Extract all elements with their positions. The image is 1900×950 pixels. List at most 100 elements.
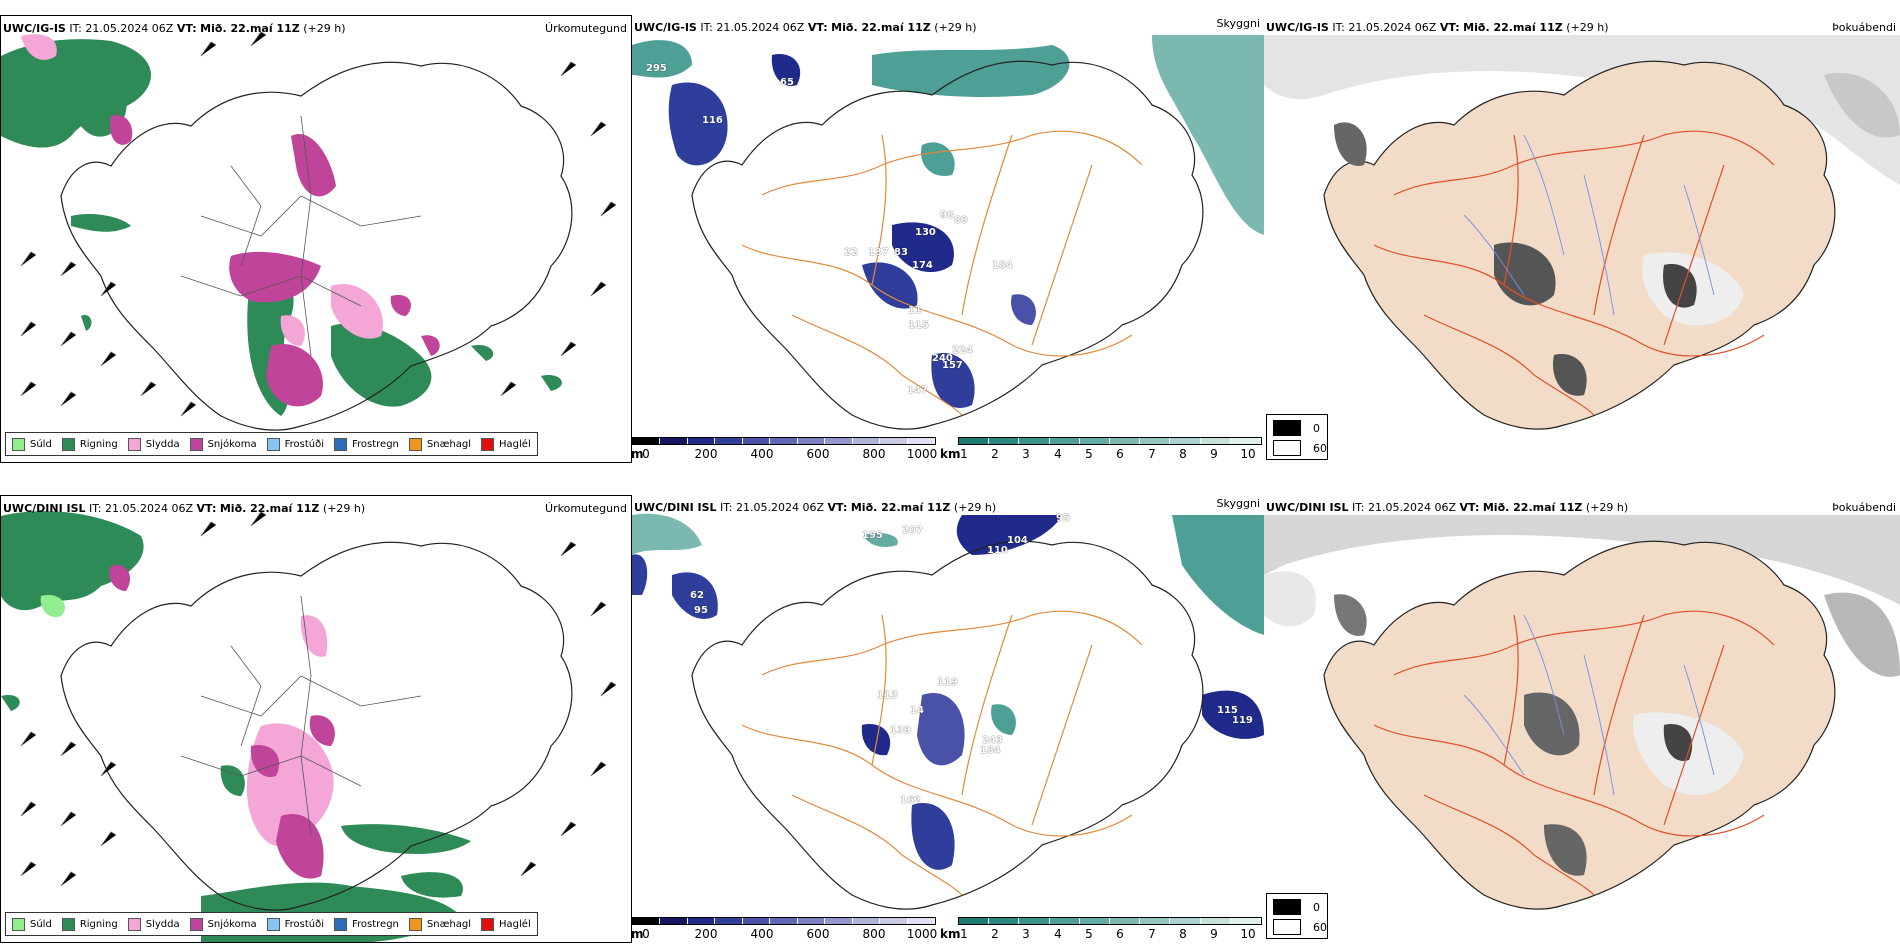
- ceiling-label: 22: [844, 247, 858, 258]
- panel-type-label: Skyggni: [1216, 497, 1260, 510]
- ceiling-label: 162: [900, 795, 921, 806]
- panel-title: UWC/DINI ISL IT: 21.05.2024 06Z VT: Mið.…: [3, 502, 366, 515]
- ceiling-label: 243: [982, 735, 1003, 746]
- visibility-colorbar-row1: km 1 2 3 4 5 6 7 8 9 10: [940, 437, 1262, 465]
- ceiling-label: 95: [694, 605, 708, 616]
- panel-type-label: Þokuábendi: [1832, 21, 1896, 34]
- ceiling-label: 174: [912, 260, 933, 271]
- ceiling-label: 113: [877, 690, 898, 701]
- precip-type-map: [1, 16, 631, 462]
- legend-item-snow: Snjókoma: [189, 917, 257, 931]
- legend-swatch: [12, 437, 25, 451]
- panel-type-label: Skyggni: [1216, 17, 1260, 30]
- panel-type-label: Úrkomutegund: [545, 22, 627, 35]
- legend-item-rain: Rigning: [61, 917, 118, 931]
- fog-index-panel-row1: UWC/IG-IS IT: 21.05.2024 06Z VT: Mið. 22…: [1264, 15, 1900, 435]
- fog-legend-item: 0: [1273, 420, 1320, 436]
- visibility-colorbar-row2: km 1 2 3 4 5 6 7 8 9 10: [940, 917, 1262, 945]
- ceiling-label: 95: [1056, 513, 1070, 524]
- fog-legend-item: 60: [1273, 919, 1327, 935]
- ceiling-label: 184: [980, 745, 1001, 756]
- colorbar-unit: km: [940, 927, 961, 941]
- precip-type-legend: Súld Rigning Slydda Snjókoma Frostúði Fr…: [5, 432, 538, 456]
- colorbar-unit: km: [940, 447, 961, 461]
- panel-title: UWC/IG-IS IT: 21.05.2024 06Z VT: Mið. 22…: [634, 21, 977, 34]
- legend-item-snow-pellets: Snæhagl: [408, 437, 471, 451]
- precip-type-map: [1, 511, 617, 942]
- legend-swatch: [334, 437, 347, 451]
- ceiling-label: 184: [992, 260, 1013, 271]
- legend-item-drizzle: Súld: [12, 917, 52, 931]
- legend-item-rain: Rigning: [61, 437, 118, 451]
- ceiling-label: 157: [942, 360, 963, 371]
- legend-item-snow-pellets: Snæhagl: [408, 917, 471, 931]
- panel-type-label: Úrkomutegund: [545, 502, 627, 515]
- legend-swatch: [127, 917, 141, 931]
- ceiling-label: 104: [1007, 535, 1028, 546]
- legend-swatch: [266, 437, 280, 451]
- precip-type-panel-row2: UWC/DINI ISL IT: 21.05.2024 06Z VT: Mið.…: [0, 495, 632, 943]
- legend-item-freezing-rain: Frostregn: [334, 437, 399, 451]
- ceiling-label: 130: [915, 227, 936, 238]
- ceiling-label: 110: [987, 545, 1008, 556]
- ceiling-label: 224: [952, 345, 973, 356]
- ceiling-label: 83: [894, 247, 908, 258]
- colorbar-strip: [632, 917, 936, 925]
- colorbar-strip: [958, 437, 1262, 445]
- ceiling-labels-row2: 195 207 95 104 110 62 95 119 113 14 139 243 184 162 11…: [632, 495, 1264, 915]
- fog-index-panel-row2: UWC/DINI ISL IT: 21.05.2024 06Z VT: Mið.…: [1264, 495, 1900, 915]
- ceiling-label: 14: [910, 705, 924, 716]
- legend-swatch: [189, 437, 203, 451]
- ceiling-label: 295: [646, 63, 667, 74]
- legend-item-sleet: Slydda: [127, 437, 180, 451]
- legend-swatch: [266, 917, 280, 931]
- legend-swatch: [481, 437, 495, 451]
- ceiling-label: 115: [908, 320, 929, 331]
- legend-item-hail: Haglél: [481, 437, 531, 451]
- fog-legend-row2: 0 60: [1266, 893, 1328, 939]
- ceiling-label: 119: [937, 677, 958, 688]
- ceiling-label: 62: [690, 590, 704, 601]
- panel-title: UWC/IG-IS IT: 21.05.2024 06Z VT: Mið. 22…: [3, 22, 346, 35]
- ceiling-label: 98: [940, 210, 954, 221]
- ceiling-label: 116: [702, 115, 723, 126]
- ceiling-label: 240: [932, 353, 953, 364]
- legend-swatch: [481, 917, 495, 931]
- visibility-panel-row1: UWC/IG-IS IT: 21.05.2024 06Z VT: Mið. 22…: [632, 15, 1264, 435]
- cloudbase-colorbar-row1: m 0 200 400 600 800 1000: [631, 437, 937, 465]
- legend-item-freezing-drizzle: Frostúði: [266, 437, 324, 451]
- ceiling-label: 195: [862, 530, 883, 541]
- colorbar-strip: [632, 437, 936, 445]
- legend-swatch: [12, 917, 25, 931]
- fog-legend-item: 0: [1273, 899, 1320, 915]
- ceiling-label: 207: [902, 525, 923, 536]
- ceiling-label: 147: [907, 385, 928, 396]
- fog-index-map: [1264, 35, 1900, 430]
- legend-swatch: [189, 917, 203, 931]
- ceiling-label: 139: [890, 725, 911, 736]
- ceiling-label: 65: [780, 77, 794, 88]
- legend-swatch: [127, 437, 141, 451]
- fog-legend-item: 60: [1273, 440, 1327, 456]
- precip-type-panel-row1: UWC/IG-IS IT: 21.05.2024 06Z VT: Mið. 22…: [0, 15, 632, 463]
- legend-swatch: [334, 917, 347, 931]
- ceiling-label: 89: [954, 215, 968, 226]
- legend-swatch: [408, 437, 422, 451]
- panel-title: UWC/DINI ISL IT: 21.05.2024 06Z VT: Mið.…: [634, 501, 997, 514]
- legend-item-sleet: Slydda: [127, 917, 180, 931]
- visibility-map: [632, 513, 1264, 910]
- legend-item-freezing-drizzle: Frostúði: [266, 917, 324, 931]
- cloudbase-colorbar-row2: m 0 200 400 600 800 1000: [631, 917, 937, 945]
- panel-title: UWC/IG-IS IT: 21.05.2024 06Z VT: Mið. 22…: [1266, 21, 1609, 34]
- ceiling-labels-row1: 295 65 89 98 130 22 137 83 174 184 11 115 224 240 157 1…: [632, 15, 1264, 435]
- colorbar-strip: [958, 917, 1262, 925]
- ceiling-label: 137: [868, 247, 889, 258]
- fog-legend-row1: 0 60: [1266, 414, 1328, 460]
- legend-swatch: [408, 917, 422, 931]
- ceiling-label: 115: [1217, 705, 1238, 716]
- legend-item-hail: Haglél: [481, 917, 531, 931]
- legend-swatch: [61, 437, 75, 451]
- fog-index-map: [1264, 515, 1900, 910]
- ceiling-label: 11: [908, 305, 922, 316]
- visibility-panel-row2: UWC/DINI ISL IT: 21.05.2024 06Z VT: Mið.…: [632, 495, 1264, 915]
